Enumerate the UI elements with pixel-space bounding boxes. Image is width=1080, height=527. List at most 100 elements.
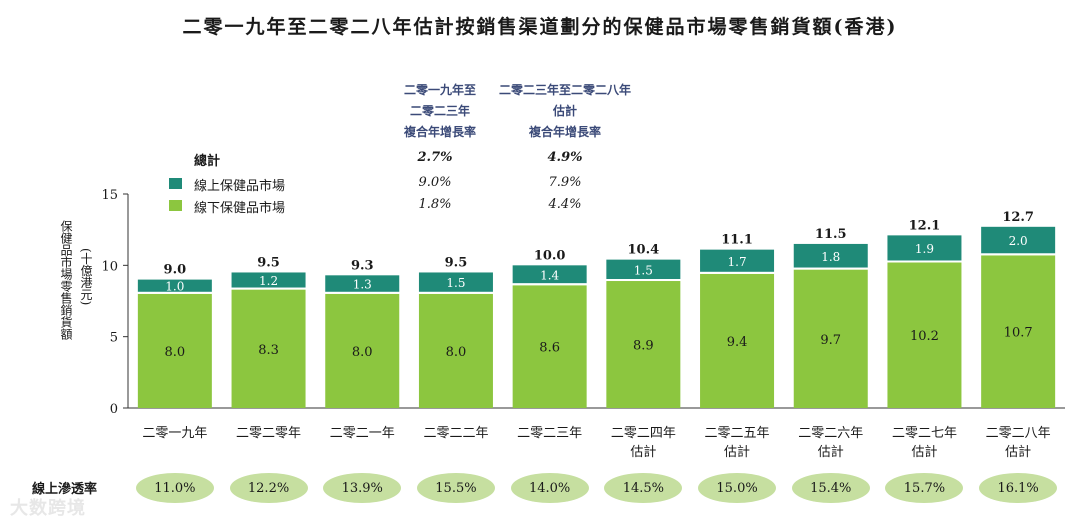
bar-online-label: 1.5 <box>446 276 465 290</box>
x-tick-label: 二零二零年 <box>236 426 301 441</box>
bar-total-label: 9.0 <box>164 263 187 278</box>
bar-online-label: 1.4 <box>540 268 559 282</box>
bar-offline-label: 10.7 <box>1004 326 1033 341</box>
bar-offline <box>887 262 962 408</box>
cagr-header-line: 二零二三年 <box>409 104 470 118</box>
bar-online-label: 1.8 <box>821 250 840 264</box>
cagr-row-total-v1: 2.7% <box>417 150 453 165</box>
bar-offline-label: 8.0 <box>446 345 467 360</box>
bar-total-label: 11.5 <box>815 227 847 242</box>
y-tick-label: 5 <box>110 331 118 346</box>
bar-offline-label: 9.4 <box>727 335 748 350</box>
bar-online-label: 1.0 <box>165 280 184 294</box>
x-tick-label: 二零二四年 <box>611 426 676 441</box>
y-axis-label-text: 保健品市場零售銷貨額 <box>59 220 73 340</box>
penetration-value: 11.0% <box>135 473 214 503</box>
cagr-header-line: 二零一九年至 <box>403 83 476 97</box>
x-tick-label: 估計 <box>724 444 750 460</box>
y-axis-label: 保健品市場零售銷貨額 <box>58 220 75 340</box>
bar-offline <box>325 293 400 408</box>
x-tick-label: 二零一九年 <box>142 426 207 441</box>
x-tick-label: 二零二五年 <box>705 426 770 441</box>
x-tick-label: 估計 <box>630 444 656 460</box>
bar-offline <box>231 289 306 408</box>
bar-offline <box>981 255 1056 408</box>
bar-online <box>231 272 306 288</box>
bar-offline-label: 8.0 <box>352 345 373 360</box>
penetration-value: 12.2% <box>229 473 308 503</box>
bar-offline <box>606 281 681 408</box>
cagr-header-line: 二零二三年至二零二八年 <box>498 83 631 97</box>
penetration-value: 15.5% <box>416 473 495 503</box>
legend-offline-swatch <box>169 200 182 211</box>
x-tick-label: 估計 <box>1005 444 1031 460</box>
bar-offline-label: 9.7 <box>820 333 841 348</box>
x-tick-label: 二零二七年 <box>892 426 957 441</box>
penetration-value: 15.7% <box>885 473 964 503</box>
x-tick-label: 估計 <box>911 444 937 460</box>
bar-online-label: 1.7 <box>728 255 747 269</box>
bar-online-label: 1.2 <box>259 274 278 288</box>
x-tick-label: 估計 <box>818 444 844 460</box>
cagr-row-total-label: 總計 <box>194 154 221 169</box>
penetration-value: 15.4% <box>791 473 870 503</box>
bar-online-label: 2.0 <box>1009 234 1028 248</box>
penetration-value: 15.0% <box>698 473 777 503</box>
bar-total-label: 10.0 <box>534 248 566 263</box>
legend-online-swatch <box>169 178 182 189</box>
bar-online <box>137 279 212 292</box>
x-tick-label: 二零二六年 <box>798 426 863 441</box>
bar-total-label: 9.5 <box>257 255 280 270</box>
bar-offline <box>700 273 775 408</box>
bar-online <box>981 226 1056 254</box>
bar-offline <box>512 285 587 408</box>
penetration-value: 14.5% <box>604 473 683 503</box>
cagr-row-online-v1: 9.0% <box>418 175 452 190</box>
bar-offline-label: 8.6 <box>539 341 560 356</box>
bar-online <box>325 275 400 292</box>
cagr-header-2019-2023: 二零一九年至 二零二三年 複合年增長率 <box>385 80 495 143</box>
x-tick-label: 二零二二年 <box>423 426 488 441</box>
bar-total-label: 9.3 <box>351 258 374 273</box>
bar-online <box>700 249 775 272</box>
bar-online-label: 1.5 <box>634 263 653 277</box>
bar-online-label: 1.9 <box>915 242 934 256</box>
cagr-row-online-v2: 7.9% <box>548 175 582 190</box>
bar-offline <box>793 269 868 408</box>
bar-online <box>793 243 868 268</box>
bar-offline-label: 10.2 <box>910 329 939 344</box>
cagr-header-2023-2028: 二零二三年至二零二八年 估計 複合年增長率 <box>485 80 645 143</box>
cagr-row-offline-v1: 1.8% <box>418 197 452 212</box>
bar-online <box>606 259 681 280</box>
bar-online <box>418 272 493 292</box>
bar-online-label: 1.3 <box>353 278 372 292</box>
penetration-value: 14.0% <box>510 473 589 503</box>
x-tick-label: 二零二一年 <box>330 426 395 441</box>
bar-total-label: 12.1 <box>909 218 941 233</box>
y-tick-label: 10 <box>101 259 118 274</box>
bar-offline <box>418 293 493 408</box>
penetration-value: 16.1% <box>979 473 1058 503</box>
watermark: 大数跨境 <box>10 498 86 519</box>
penetration-label: 線上滲透率 <box>32 482 98 497</box>
cagr-header-line: 複合年增長率 <box>528 125 601 139</box>
bar-offline <box>137 293 212 408</box>
cagr-header-line: 估計 <box>552 104 577 118</box>
cagr-header-line: 複合年增長率 <box>403 125 476 139</box>
y-tick-label: 0 <box>110 402 118 417</box>
bar-total-label: 9.5 <box>445 255 468 270</box>
y-axis-unit-text: (十億港元) <box>79 248 93 306</box>
bar-offline-label: 8.9 <box>633 339 654 354</box>
y-tick-label: 15 <box>101 188 118 203</box>
x-tick-label: 二零二八年 <box>986 426 1051 441</box>
bar-online <box>887 235 962 261</box>
bar-offline-label: 8.0 <box>165 345 186 360</box>
x-tick-label: 二零二三年 <box>517 426 582 441</box>
legend-offline-label: 線下保健品市場 <box>194 201 286 216</box>
cagr-row-total-v2: 4.9% <box>547 150 583 165</box>
bar-total-label: 12.7 <box>1002 210 1034 225</box>
legend-online-label: 線上保健品市場 <box>194 179 286 194</box>
chart-title: 二零一九年至二零二八年估計按銷售渠道劃分的保健品市場零售銷貨額(香港) <box>182 16 898 38</box>
bar-online <box>512 265 587 284</box>
bar-total-label: 10.4 <box>628 243 660 258</box>
